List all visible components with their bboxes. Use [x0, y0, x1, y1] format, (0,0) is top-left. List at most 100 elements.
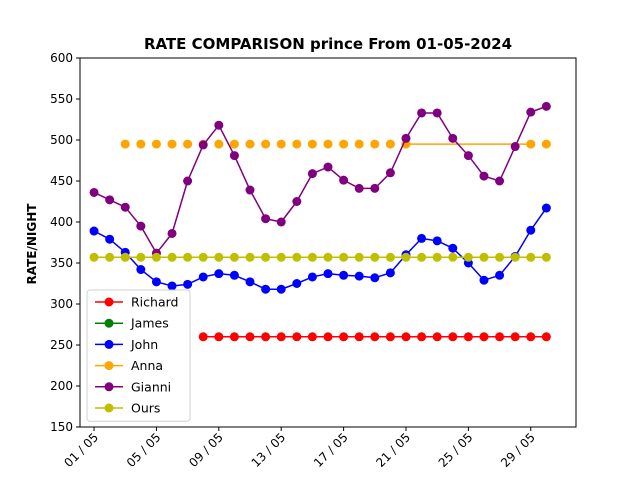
data-point-ours [198, 252, 208, 262]
data-point-ours [151, 252, 161, 262]
data-point-anna [526, 139, 536, 149]
y-tick-label: 400 [50, 215, 73, 229]
data-point-john [214, 269, 224, 279]
data-point-ours [307, 252, 317, 262]
data-point-john [323, 269, 333, 279]
legend-label-john: John [130, 337, 158, 352]
data-point-ours [89, 252, 99, 262]
data-point-gianni [354, 183, 364, 193]
data-point-john [167, 281, 177, 291]
chart-title: RATE COMPARISON prince From 01-05-2024 [144, 35, 512, 53]
data-point-anna [354, 139, 364, 149]
data-point-john [526, 225, 536, 235]
data-point-gianni [120, 202, 130, 212]
series-richard [198, 332, 551, 342]
data-point-john [495, 270, 505, 280]
data-point-gianni [89, 187, 99, 197]
data-point-gianni [370, 183, 380, 193]
data-point-gianni [136, 221, 146, 231]
legend-marker-james [104, 318, 114, 328]
data-point-ours [385, 252, 395, 262]
data-point-gianni [385, 168, 395, 178]
x-axis: 01 / 05 05 / 05 09 / 05 13 / 05 17 / 05 21 / … [61, 427, 538, 470]
data-point-gianni [214, 120, 224, 130]
data-point-ours [463, 252, 473, 262]
data-point-gianni [339, 175, 349, 185]
y-tick-label: 300 [50, 297, 73, 311]
data-point-anna [136, 139, 146, 149]
data-point-ours [510, 252, 520, 262]
series-line-john [93, 207, 547, 290]
data-point-ours [479, 252, 489, 262]
data-point-gianni [541, 101, 551, 111]
data-point-richard [526, 332, 536, 342]
legend-item-anna: Anna [95, 358, 163, 373]
legend-marker-ours [104, 403, 114, 413]
data-point-john [541, 203, 551, 213]
data-point-gianni [105, 195, 115, 205]
data-point-richard [214, 332, 224, 342]
data-point-ours [261, 252, 271, 262]
legend-label-richard: Richard [131, 295, 178, 310]
data-point-john [417, 233, 427, 243]
data-point-ours [401, 252, 411, 262]
data-point-ours [432, 252, 442, 262]
y-tick-label: 450 [50, 174, 73, 188]
data-point-richard [261, 332, 271, 342]
data-point-ours [105, 252, 115, 262]
data-point-john [198, 272, 208, 282]
data-point-ours [214, 252, 224, 262]
data-point-ours [354, 252, 364, 262]
data-point-john [229, 270, 239, 280]
data-point-anna [151, 139, 161, 149]
data-point-anna [323, 139, 333, 149]
x-tick-label: 21 / 05 [373, 430, 413, 470]
data-point-gianni [229, 151, 239, 161]
data-point-anna [385, 139, 395, 149]
data-point-john [245, 277, 255, 287]
data-point-richard [354, 332, 364, 342]
y-tick-label: 550 [50, 92, 73, 106]
data-point-ours [370, 252, 380, 262]
data-point-anna [261, 139, 271, 149]
data-point-ours [541, 252, 551, 262]
data-point-anna [339, 139, 349, 149]
plot-frame [79, 57, 577, 428]
data-point-gianni [510, 142, 520, 152]
data-point-richard [432, 332, 442, 342]
y-tick-label: 250 [50, 338, 73, 352]
data-point-gianni [323, 162, 333, 172]
y-axis: 150 200 250 300 350 400 450 500 550 600 [50, 51, 80, 434]
data-point-ours [229, 252, 239, 262]
series-john [89, 203, 551, 294]
data-point-richard [370, 332, 380, 342]
data-point-gianni [526, 107, 536, 117]
data-point-gianni [167, 228, 177, 238]
x-tick-label: 09 / 05 [186, 430, 226, 470]
legend-label-gianni: Gianni [131, 379, 171, 394]
x-tick-label: 29 / 05 [498, 430, 538, 470]
data-point-ours [339, 252, 349, 262]
data-point-gianni [307, 169, 317, 179]
data-point-gianni [198, 140, 208, 150]
plot-area [89, 101, 551, 342]
data-point-ours [245, 252, 255, 262]
y-tick-label: 350 [50, 256, 73, 270]
data-point-richard [292, 332, 302, 342]
data-point-anna [541, 139, 551, 149]
data-point-anna [276, 139, 286, 149]
data-point-richard [385, 332, 395, 342]
data-point-ours [292, 252, 302, 262]
data-point-anna [245, 139, 255, 149]
data-point-john [448, 243, 458, 253]
x-tick-label: 25 / 05 [436, 430, 476, 470]
data-point-richard [463, 332, 473, 342]
legend-item-james: James [95, 316, 169, 331]
data-point-john [385, 268, 395, 278]
data-point-john [276, 284, 286, 294]
data-point-anna [307, 139, 317, 149]
data-point-ours [323, 252, 333, 262]
legend: Richard James John Anna Gianni Ours [86, 289, 191, 422]
data-point-anna [229, 139, 239, 149]
